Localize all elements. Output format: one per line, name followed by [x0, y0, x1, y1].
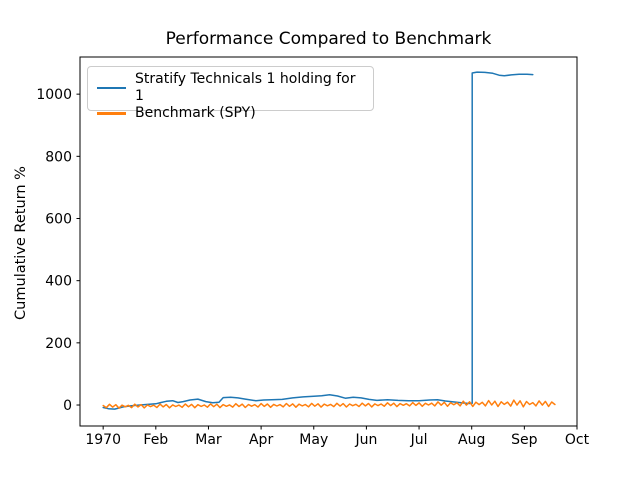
y-tick-label: 400 [45, 274, 72, 290]
y-tick-label: 600 [45, 211, 72, 227]
x-tick-label: Jun [354, 432, 377, 448]
legend-label-strategy: Stratify Technicals 1 holding for 1 [135, 71, 356, 104]
x-tick-label: 1970 [85, 432, 121, 448]
legend: Stratify Technicals 1 holding for 1 Benc… [87, 66, 374, 121]
legend-item-benchmark: Benchmark (SPY) [97, 105, 364, 122]
legend-line-swatch-benchmark [97, 112, 126, 115]
chart-title: Performance Compared to Benchmark [165, 29, 492, 49]
legend-item-strategy: Stratify Technicals 1 holding for 1 [97, 71, 364, 105]
y-tick-label: 0 [63, 398, 72, 414]
legend-label-benchmark: Benchmark (SPY) [135, 105, 256, 121]
x-tick-label: Jul [410, 432, 428, 448]
series-line-strategy [102, 71, 534, 410]
x-tick-label: May [299, 432, 328, 448]
y-tick-label: 800 [45, 149, 72, 165]
x-tick-label: Aug [458, 432, 485, 448]
series-line-benchmark [102, 399, 556, 409]
x-tick-label: Oct [565, 432, 590, 448]
axes-frame [79, 56, 578, 427]
x-tick-label: Sep [511, 432, 538, 448]
y-tick-label: 1000 [36, 87, 72, 103]
x-tick-label: Mar [195, 432, 222, 448]
x-tick-label: Apr [249, 432, 273, 448]
legend-line-swatch-strategy [97, 86, 126, 90]
y-tick-label: 200 [45, 336, 72, 352]
x-tick-label: Feb [143, 432, 168, 448]
